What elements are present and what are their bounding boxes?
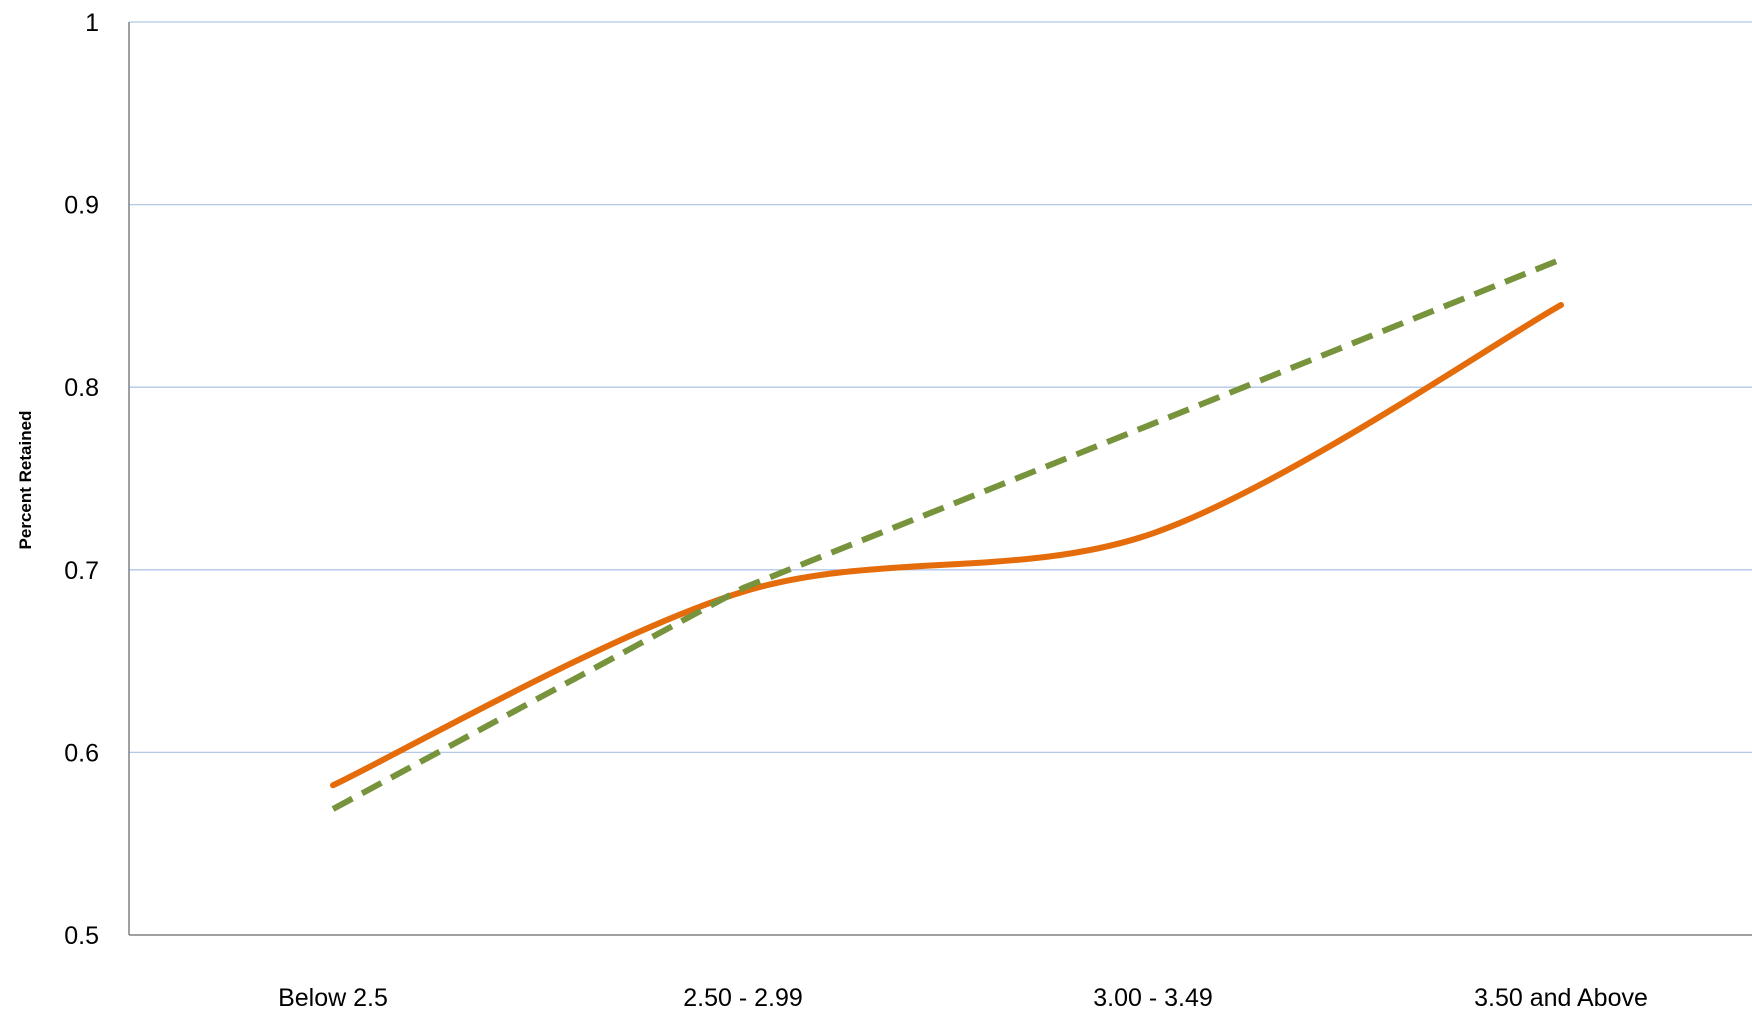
axes: [128, 22, 1752, 936]
y-tick-labels: 0.5 0.6 0.7 0.8 0.9 1: [64, 9, 99, 950]
y-tick-label: 0.6: [64, 739, 99, 767]
series-line-dashed: [331, 256, 1563, 812]
series-line-solid: [330, 302, 1564, 789]
x-tick-label: 3.00 - 3.49: [1093, 984, 1213, 1012]
x-tick-labels: Below 2.5 2.50 - 2.99 3.00 - 3.49 3.50 and …: [278, 984, 1648, 1012]
y-axis-title: Percent Retained: [16, 411, 35, 550]
y-tick-label: 0.7: [64, 557, 99, 585]
x-tick-label: 3.50 and Above: [1474, 984, 1648, 1012]
y-tick-label: 0.5: [64, 922, 99, 950]
series-lines: [330, 256, 1564, 812]
x-tick-label: 2.50 - 2.99: [683, 984, 803, 1012]
y-tick-label: 0.8: [64, 374, 99, 402]
y-tick-label: 0.9: [64, 192, 99, 220]
x-tick-label: Below 2.5: [278, 984, 388, 1012]
y-tick-label: 1: [85, 9, 99, 37]
gridlines: [129, 21, 1752, 754]
